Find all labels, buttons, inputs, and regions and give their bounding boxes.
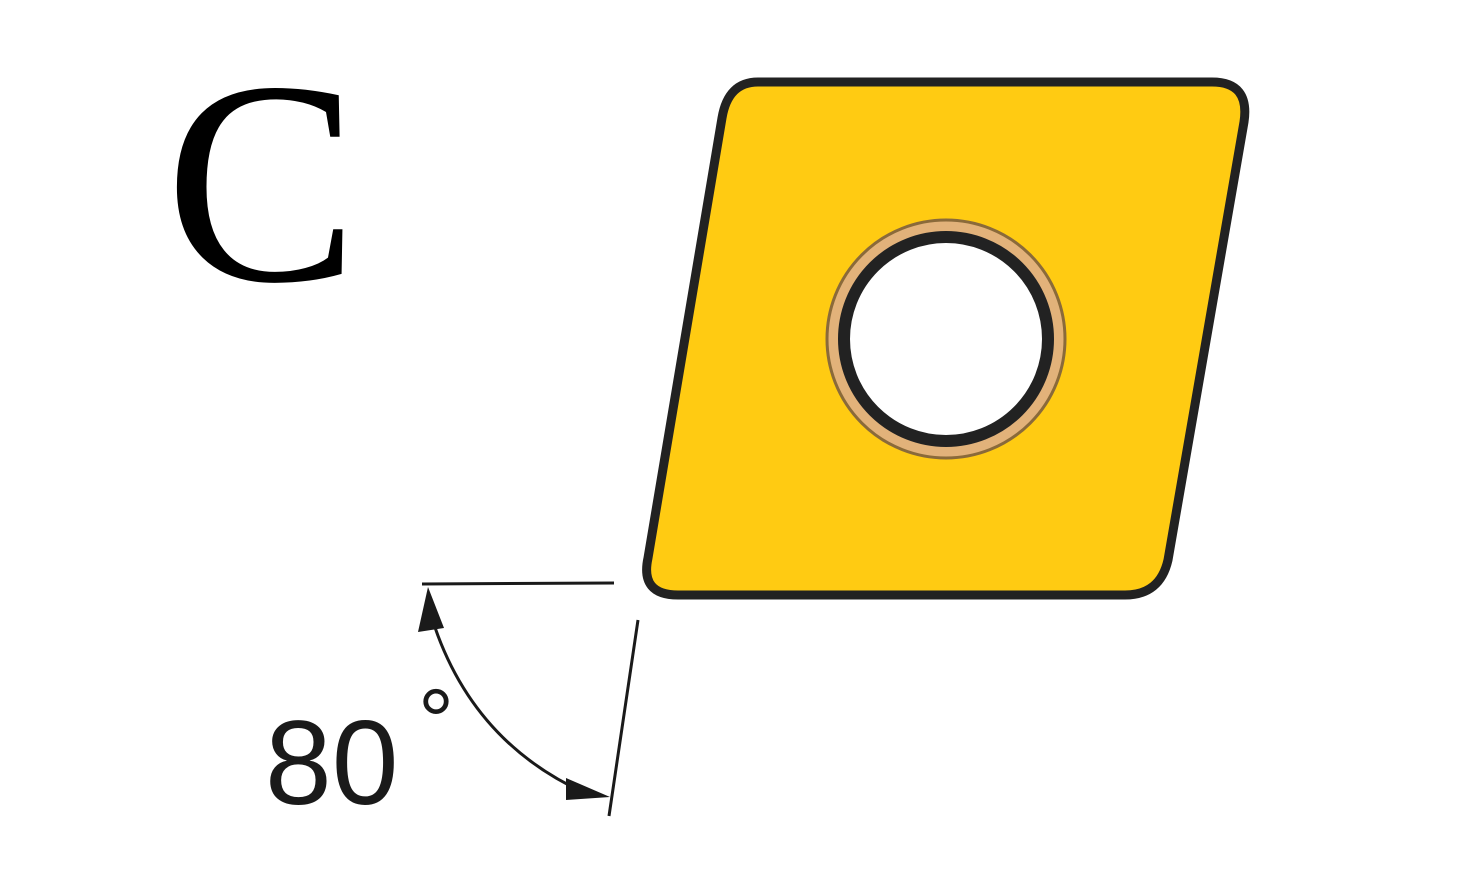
angle-degree-sign: ° [418, 672, 454, 772]
angle-value: 80 [265, 696, 398, 830]
angle-arrowhead-bottom [566, 778, 610, 800]
center-hole-icon [825, 218, 1067, 460]
angle-reference-line-horizontal [421, 581, 615, 586]
angle-arrowhead-top [418, 587, 444, 632]
angle-reference-line-slanted [607, 619, 640, 817]
hole-bore [838, 231, 1054, 447]
angle-arc [428, 611, 586, 795]
shape-code-letter: C [165, 22, 358, 343]
angle-label: 80 [265, 696, 398, 830]
